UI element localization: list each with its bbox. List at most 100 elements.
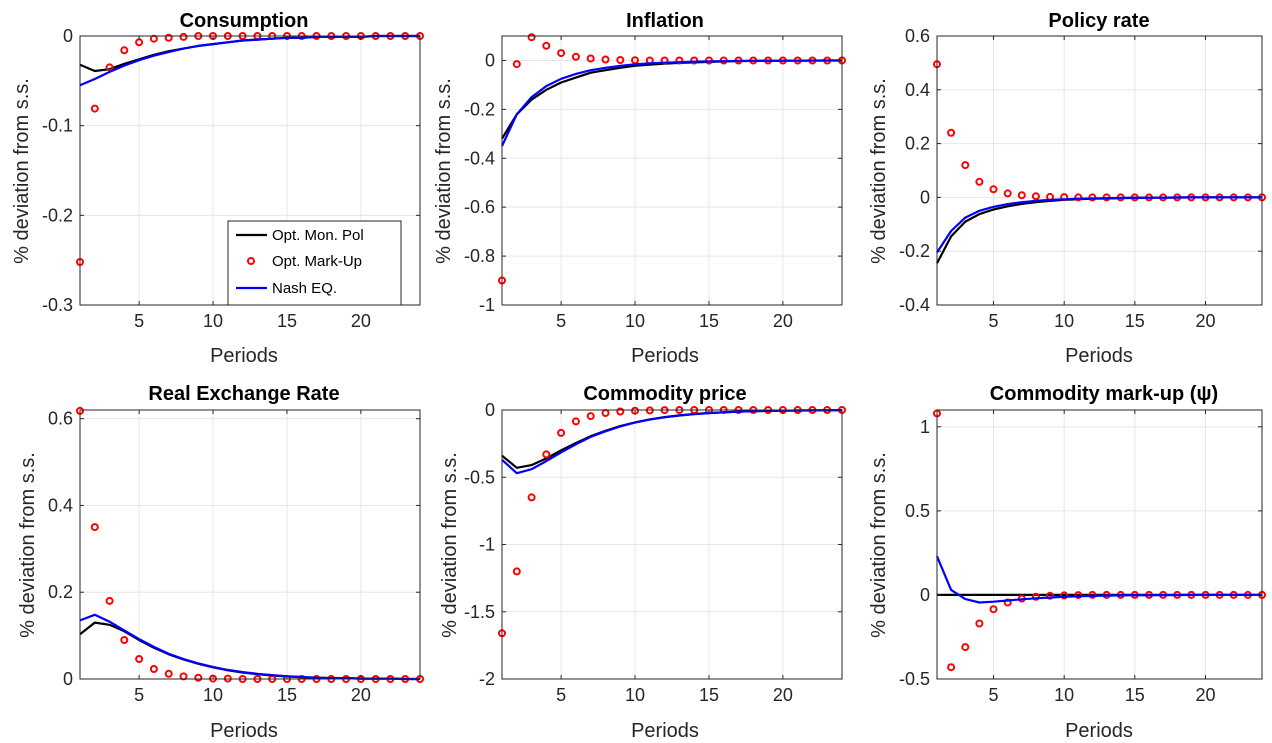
y-tick-label: -1.5 [464, 602, 495, 622]
axes-box [936, 409, 1263, 680]
data-point [512, 60, 521, 69]
series-line [501, 409, 843, 475]
y-tick-label: -0.4 [464, 148, 495, 168]
panel-title: Consumption [180, 10, 309, 32]
x-tick-label: 5 [134, 311, 144, 331]
legend-entry: Nash EQ. [272, 280, 337, 297]
x-tick-label: 20 [773, 311, 793, 331]
data-point [1074, 591, 1083, 600]
data-point [675, 56, 684, 65]
plot-area [76, 406, 424, 683]
y-axis-label: % deviation from s.s. [439, 452, 461, 638]
x-tick-label: 5 [556, 311, 566, 331]
data-point [90, 523, 99, 532]
y-tick-label: 0.4 [48, 495, 73, 515]
x-tick-label: 5 [989, 311, 999, 331]
x-axis-label: Periods [631, 345, 699, 367]
data-point [989, 605, 998, 614]
data-point [616, 407, 625, 416]
data-point [1003, 189, 1012, 198]
axes-box [936, 35, 1263, 306]
panel-title: Real Exchange Rate [148, 383, 339, 405]
x-tick-label: 15 [1125, 311, 1145, 331]
x-axis-label: Periods [210, 345, 278, 367]
panel-real-exchange-rate: Real Exchange Rate Periods % deviation f… [17, 383, 424, 742]
data-point [542, 41, 551, 50]
y-tick-label: 0.2 [48, 582, 73, 602]
y-axis-label: % deviation from s.s. [433, 78, 455, 264]
x-axis-label: Periods [631, 720, 699, 742]
x-tick-label: 5 [134, 685, 144, 705]
panel-commodity-markup: Commodity mark-up (ψ) Periods % deviatio… [868, 383, 1266, 742]
y-tick-label: -1 [479, 295, 495, 315]
panel-title: Commodity price [583, 383, 746, 405]
x-tick-label: 10 [625, 311, 645, 331]
x-tick-label: 20 [1195, 311, 1215, 331]
plot-background [80, 410, 420, 679]
data-point [631, 56, 639, 65]
x-tick-label: 5 [556, 685, 566, 705]
data-point [975, 619, 984, 628]
plot-area [933, 409, 1266, 680]
x-tick-label: 15 [277, 685, 297, 705]
y-tick-label: 0.5 [905, 501, 930, 521]
legend-swatch-marker [247, 257, 255, 265]
y-tick-label: -1 [479, 535, 495, 555]
plot-background [937, 410, 1262, 679]
y-tick-label: 0 [920, 585, 930, 605]
x-tick-label: 20 [351, 685, 371, 705]
y-tick-label: -0.2 [464, 99, 495, 119]
data-point [601, 55, 610, 64]
data-point [557, 428, 566, 437]
y-tick-label: 0 [485, 50, 495, 70]
legend-entry: Opt. Mon. Pol [272, 227, 364, 244]
y-axis-label: % deviation from s.s. [868, 452, 890, 638]
y-tick-label: 0.2 [905, 134, 930, 154]
data-point [557, 49, 566, 58]
data-point [90, 104, 99, 113]
data-point [1031, 592, 1040, 601]
data-point [947, 663, 956, 672]
y-tick-label: 0 [63, 669, 73, 689]
data-point [120, 46, 129, 55]
data-point [961, 643, 970, 652]
data-point [194, 673, 203, 682]
axes-box [501, 35, 843, 306]
data-point [120, 636, 129, 644]
series-line [79, 34, 420, 87]
data-point [975, 177, 984, 186]
x-tick-label: 15 [277, 311, 297, 331]
x-axis-label: Periods [210, 720, 278, 742]
x-tick-label: 10 [203, 311, 223, 331]
plot-area [498, 406, 846, 680]
data-point [179, 32, 188, 41]
y-tick-label: -0.8 [464, 246, 495, 266]
x-tick-label: 10 [1054, 311, 1074, 331]
x-axis-label: Periods [1065, 345, 1133, 367]
x-tick-label: 10 [203, 685, 223, 705]
plot-background [502, 36, 842, 305]
data-point [105, 596, 114, 605]
data-point [586, 54, 595, 63]
plot-area [933, 35, 1266, 306]
y-tick-label: 0.6 [48, 409, 73, 429]
x-tick-label: 15 [699, 311, 719, 331]
panel-inflation: Inflation Periods % deviation from s.s. … [433, 10, 846, 367]
panel-title: Commodity mark-up (ψ) [990, 383, 1218, 405]
data-point [105, 63, 114, 72]
x-tick-label: 20 [1195, 685, 1215, 705]
data-point [135, 655, 144, 663]
x-tick-label: 20 [351, 311, 371, 331]
data-point [542, 450, 551, 459]
data-point [164, 33, 173, 42]
y-axis-label: % deviation from s.s. [17, 452, 39, 638]
x-tick-label: 10 [625, 685, 645, 705]
data-point [527, 33, 536, 42]
legend-entry: Opt. Mark-Up [272, 253, 362, 270]
panel-policy-rate: Policy rate Periods % deviation from s.s… [868, 10, 1266, 367]
series-line [935, 555, 1262, 604]
y-tick-label: 0 [920, 187, 930, 207]
y-tick-label: 0 [485, 400, 495, 420]
data-point [690, 56, 699, 65]
y-tick-label: -0.5 [464, 467, 495, 487]
